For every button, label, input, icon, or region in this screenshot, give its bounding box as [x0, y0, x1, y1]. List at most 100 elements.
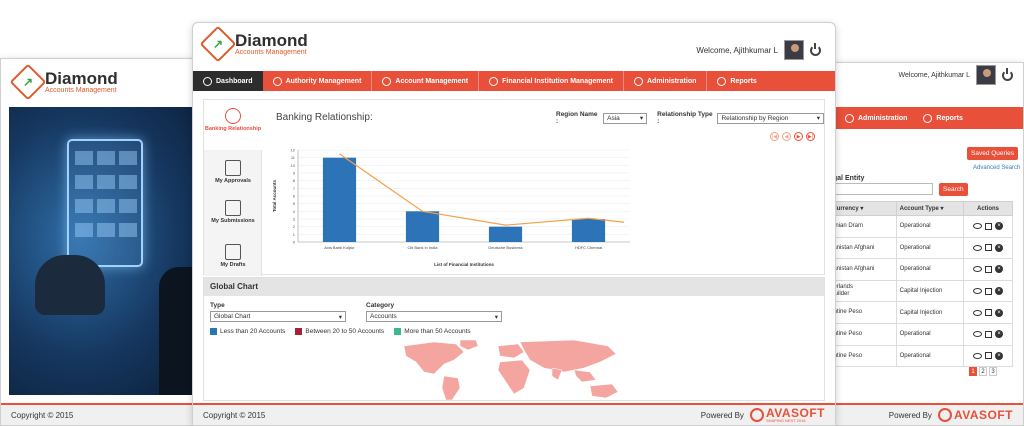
table-row: fghanistan Afghani Operational ×	[821, 258, 1013, 281]
global-chart-title: Global Chart	[204, 278, 824, 296]
page-3[interactable]: 3	[989, 367, 997, 376]
nav-account-management[interactable]: Account Management	[371, 71, 478, 91]
edit-icon[interactable]	[985, 222, 992, 230]
prev-page-icon[interactable]: ◀	[782, 132, 791, 141]
right-avasoft-logo: AVASOFT	[937, 408, 1013, 422]
legend-swatch-mid	[295, 328, 303, 335]
table-row: rgentine Peso Operational ×	[821, 344, 1013, 368]
x-tick-label: HDFC Chennai	[575, 245, 602, 250]
diamond-logo: ↗ Diamond Accounts Management	[9, 63, 118, 101]
nav-reports-label: Reports	[730, 77, 757, 85]
user-icon	[272, 76, 282, 86]
x-axis-label: List of Financial Institutions	[434, 262, 494, 267]
view-icon[interactable]	[973, 266, 982, 273]
type-select[interactable]: Global Chart ▾	[210, 311, 346, 322]
y-tick-label: 6	[293, 194, 296, 199]
advanced-search-link[interactable]: Advanced Search	[973, 165, 1021, 171]
nav-reports[interactable]: Reports	[706, 71, 766, 91]
delete-icon[interactable]: ×	[995, 287, 1003, 296]
cell-actions: ×	[963, 301, 1013, 324]
caret-down-icon: ▾	[816, 115, 820, 122]
category-select[interactable]: Accounts ▾	[366, 311, 502, 322]
y-tick-label: 10	[291, 163, 296, 168]
bar-2	[488, 226, 523, 242]
main-diamond-logo: ↗ Diamond Accounts Management	[199, 25, 308, 63]
brand-subtitle: Accounts Management	[45, 87, 117, 94]
region-label: Region Name :	[556, 111, 598, 125]
x-tick-label: Axis Bank Kolpur	[324, 245, 355, 250]
nav-authority-management[interactable]: Authority Management	[263, 71, 372, 91]
sidebar-my-submissions[interactable]: My Submissions	[204, 200, 262, 224]
page-2[interactable]: 2	[979, 367, 987, 376]
view-icon[interactable]	[973, 352, 982, 359]
next-page-icon[interactable]: ▶	[794, 132, 803, 141]
category-label: Category	[366, 302, 395, 309]
legal-entity-input[interactable]	[825, 183, 933, 195]
sidebar-my-drafts[interactable]: My Drafts	[204, 244, 262, 268]
nav-administration[interactable]: Administration	[622, 71, 706, 91]
view-icon[interactable]	[973, 288, 982, 295]
delete-icon[interactable]: ×	[995, 308, 1003, 317]
delete-icon[interactable]: ×	[995, 243, 1003, 252]
delete-icon[interactable]: ×	[995, 330, 1003, 339]
view-icon[interactable]	[973, 223, 982, 230]
view-icon[interactable]	[973, 331, 982, 338]
col-account-type[interactable]: Account Type ▾	[895, 201, 965, 216]
page-1[interactable]: 1	[969, 367, 977, 376]
right-nav-administration-label: Administration	[858, 114, 908, 122]
cell-actions: ×	[963, 279, 1013, 303]
chart-icon	[717, 76, 727, 86]
saved-queries-button[interactable]: Saved Queries	[967, 147, 1018, 160]
main-footer: Copyright © 2015 Powered By AVASOFT SHAP…	[193, 403, 835, 425]
delete-icon[interactable]: ×	[995, 222, 1003, 231]
cell-actions: ×	[963, 236, 1013, 260]
region-select[interactable]: Asia ▾	[603, 112, 648, 124]
y-tick-label: 7	[293, 186, 296, 191]
y-axis-label: Total Accounts	[272, 180, 277, 212]
power-icon[interactable]	[810, 42, 821, 56]
right-nav-administration[interactable]: Administration	[845, 113, 908, 123]
edit-icon[interactable]	[985, 244, 992, 252]
map-south-america	[441, 375, 461, 400]
edit-icon[interactable]	[985, 265, 992, 273]
sidebar-banking-label: Banking Relationship	[204, 126, 262, 132]
sidebar-banking-relationship[interactable]: Banking Relationship	[204, 100, 262, 150]
nav-dashboard-label: Dashboard	[216, 77, 253, 85]
right-avatar[interactable]	[976, 65, 996, 85]
right-welcome-text: Welcome, Ajithkumar L	[898, 71, 970, 79]
y-tick-label: 5	[293, 201, 296, 206]
relationship-type-select[interactable]: Relationship by Region ▾	[717, 112, 824, 124]
right-header: Welcome, Ajithkumar L	[821, 63, 1023, 87]
legend-swatch-low	[210, 328, 217, 335]
cell-account-type: Operational	[895, 236, 965, 260]
edit-icon[interactable]	[985, 287, 992, 295]
right-nav-reports[interactable]: Reports	[923, 113, 963, 123]
edit-icon[interactable]	[985, 309, 992, 317]
left-footer: Copyright © 2015	[1, 403, 207, 425]
map-europe	[497, 343, 525, 359]
last-page-icon[interactable]: ▶|	[806, 132, 815, 141]
view-icon[interactable]	[973, 309, 982, 316]
col-currency[interactable]: nt Currency ▾	[821, 201, 897, 216]
main-avasoft-logo: AVASOFT SHAPING NEXT 2016	[749, 407, 825, 423]
delete-icon[interactable]: ×	[995, 265, 1003, 274]
type-value: Global Chart	[214, 313, 251, 320]
main-avasoft-tag: SHAPING NEXT 2016	[765, 418, 806, 423]
delete-icon[interactable]: ×	[995, 351, 1003, 360]
sidebar-my-approvals[interactable]: My Approvals	[204, 160, 262, 184]
power-icon[interactable]	[1002, 67, 1013, 81]
nav-dashboard[interactable]: Dashboard	[193, 71, 263, 91]
caret-down-icon: ▾	[639, 115, 644, 122]
caret-down-icon: ▾	[338, 313, 342, 321]
first-page-icon[interactable]: |◀	[770, 132, 779, 141]
global-chart-legend: Less than 20 Accounts Between 20 to 50 A…	[210, 328, 471, 335]
world-map[interactable]	[394, 338, 644, 400]
edit-icon[interactable]	[985, 352, 992, 360]
avasoft-mark-icon	[749, 408, 764, 422]
main-avatar[interactable]	[784, 40, 804, 60]
nav-financial-institution[interactable]: Financial Institution Management	[478, 71, 623, 91]
search-button[interactable]: Search	[939, 183, 968, 196]
edit-icon[interactable]	[985, 330, 992, 338]
view-icon[interactable]	[973, 244, 982, 251]
